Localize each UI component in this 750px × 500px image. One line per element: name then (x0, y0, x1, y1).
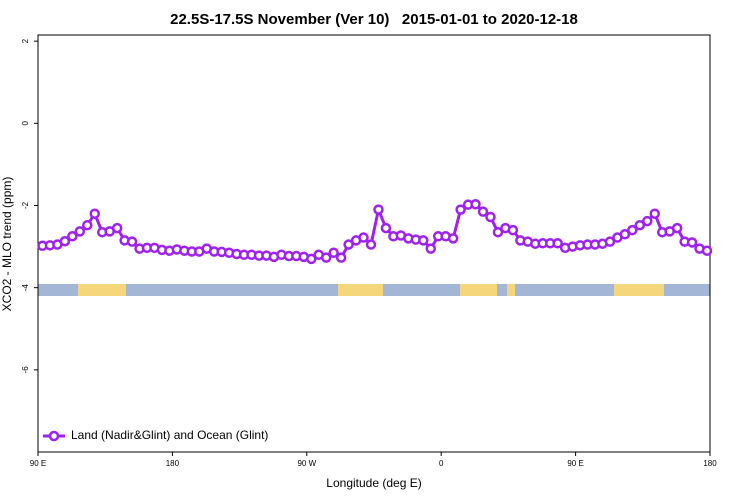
data-point (604, 236, 616, 247)
x-axis-label: Longitude (deg E) (326, 476, 421, 490)
y-tick-label: -4 (21, 284, 30, 292)
data-point (425, 243, 436, 254)
x-tick-label: 180 (166, 459, 180, 468)
data-point (418, 235, 429, 246)
data-point (320, 252, 332, 263)
data-point (365, 239, 377, 250)
y-tick-label: -2 (21, 201, 30, 209)
data-point (627, 224, 638, 236)
data-point (335, 252, 347, 263)
data-point (552, 238, 563, 249)
y-axis-label: XCO2 - MLO trend (ppm) (0, 177, 14, 312)
data-point (328, 247, 339, 258)
data-point (67, 231, 78, 242)
y-tick-label: 0 (21, 121, 30, 126)
data-point (373, 204, 384, 215)
data-point (686, 237, 698, 248)
legend-marker (48, 430, 60, 442)
data-point (74, 226, 86, 237)
x-tick-label: 90 W (297, 459, 316, 468)
data-point (507, 224, 519, 236)
land-band (460, 284, 497, 296)
data-point (701, 245, 713, 256)
x-tick-label: 0 (439, 459, 444, 468)
y-tick-label: 2 (21, 38, 30, 43)
x-tick-label: 180 (703, 459, 717, 468)
y-tick-label: -6 (21, 366, 30, 374)
land-band (78, 284, 126, 296)
data-point (59, 235, 71, 247)
data-point (485, 211, 496, 223)
data-point (380, 222, 392, 234)
x-tick-label: 90 E (30, 459, 46, 468)
chart-title: 22.5S-17.5S November (Ver 10) 2015-01-01… (170, 11, 578, 28)
data-point (492, 226, 504, 238)
data-point (477, 206, 489, 217)
data-point (455, 204, 466, 215)
data-point (358, 232, 369, 243)
land-ocean-strip (38, 284, 710, 296)
data-point (89, 208, 100, 219)
land-band (338, 284, 383, 296)
x-tick-label: 90 E (567, 459, 583, 468)
data-point (619, 229, 631, 240)
legend-label: Land (Nadir&Glint) and Ocean (Glint) (71, 428, 268, 442)
data-point (126, 236, 138, 247)
land-band (614, 284, 664, 296)
data-point (649, 208, 660, 219)
data-point (671, 222, 683, 234)
data-point (306, 253, 317, 265)
data-point (111, 222, 123, 234)
data-point (447, 233, 459, 244)
data-point (343, 239, 354, 250)
data-point (82, 219, 93, 231)
data-point (470, 199, 481, 210)
land-band (507, 284, 515, 296)
data-point (642, 215, 653, 227)
data-point (634, 219, 646, 231)
